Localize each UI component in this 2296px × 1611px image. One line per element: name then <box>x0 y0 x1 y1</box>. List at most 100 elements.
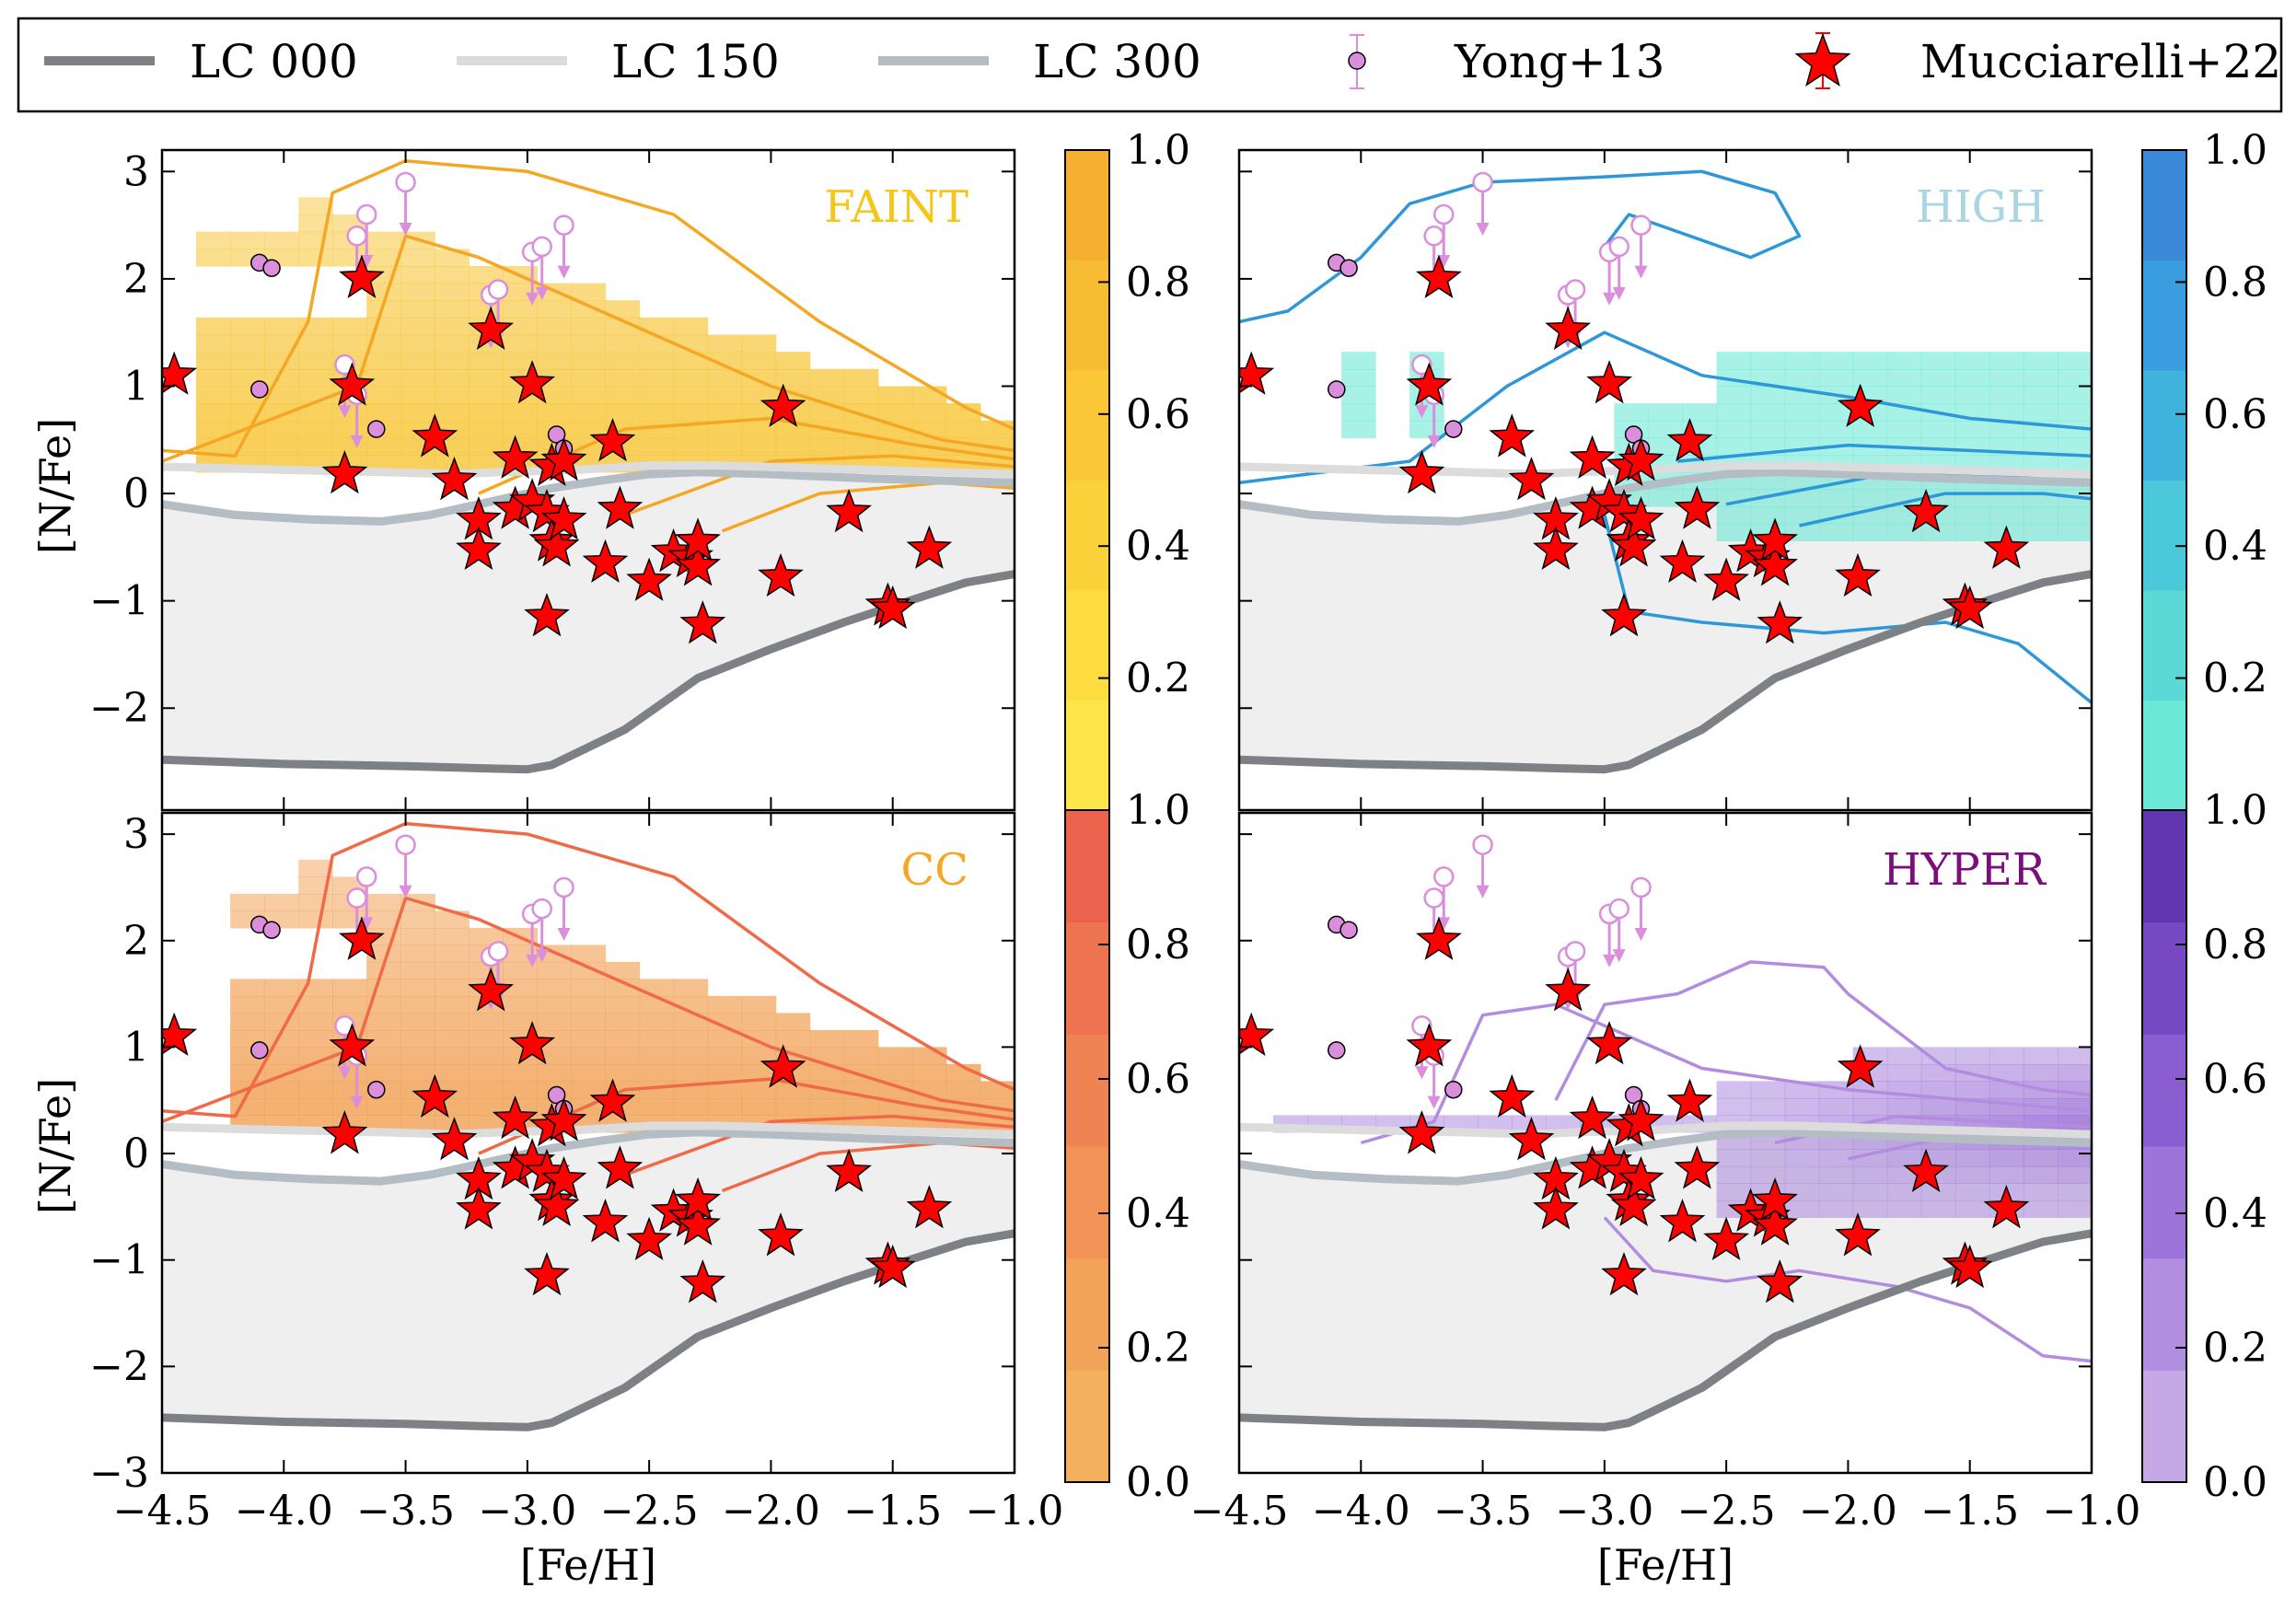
legend-mucc-label: Mucciarelli+22 <box>1920 35 2281 88</box>
mucciarelli-star <box>1239 351 1275 395</box>
density-cell <box>2058 1200 2092 1218</box>
y-tick-label: −1 <box>89 1237 149 1284</box>
density-cell <box>673 437 709 456</box>
yong-upper-limit <box>334 1015 355 1080</box>
colorbar-segment <box>2142 260 2186 371</box>
mucciarelli-star <box>1703 1216 1750 1261</box>
density-cell <box>1750 1097 1786 1116</box>
density-cell <box>400 352 435 370</box>
y-tick-label: −1 <box>89 578 149 625</box>
density-cell <box>707 420 743 439</box>
density-cell <box>332 979 367 997</box>
lc-shaded-region <box>1239 1131 2092 1428</box>
mucciarelli-star <box>329 1023 376 1067</box>
density-cell <box>298 1097 333 1116</box>
density-cell <box>1954 420 1990 439</box>
yong-point <box>262 259 281 277</box>
mucciarelli-star <box>1757 600 1803 644</box>
legend-lc150-label: LC 150 <box>611 35 780 88</box>
colorbar-cc: 0.0 0.2 0.4 0.6 0.8 1.0 <box>1064 787 1190 1506</box>
yong-upper-limit <box>355 866 377 931</box>
yong-upper-limit <box>553 876 574 941</box>
density-cell <box>1920 386 1956 404</box>
density-cell <box>1886 352 1922 370</box>
density-cell <box>366 1063 401 1082</box>
colorbar-segment <box>2142 810 2186 923</box>
density-cell <box>400 1013 435 1031</box>
yong-upper-limit <box>355 203 377 268</box>
density-cell <box>1852 523 1888 541</box>
mucciarelli-star <box>675 517 721 562</box>
mucciarelli-star <box>1983 525 2030 569</box>
density-cell <box>1852 420 1888 439</box>
mucciarelli-star <box>1659 539 1706 584</box>
density-contour <box>478 1077 1015 1155</box>
density-cell <box>1989 1149 2024 1167</box>
density-cell <box>264 352 299 370</box>
y-tick-label: 3 <box>123 148 149 195</box>
yong-upper-limit <box>531 236 552 300</box>
colorbar-tick-label: 0.6 <box>1126 391 1190 438</box>
density-cell <box>1989 386 2024 404</box>
density-cell <box>639 1097 675 1116</box>
density-cell <box>605 317 641 336</box>
density-cell <box>1920 1097 1956 1116</box>
density-cell <box>775 352 811 370</box>
density-cell <box>741 1047 777 1065</box>
density-cell <box>1784 1200 1820 1218</box>
density-cell <box>741 995 777 1014</box>
yong-upper-limit <box>1472 171 1493 236</box>
mucciarelli-star <box>492 435 539 479</box>
density-cell <box>537 961 572 979</box>
panel-high: HIGH <box>1237 148 2093 812</box>
colorbar-tick-label: 0.8 <box>2203 921 2267 968</box>
panel-frame <box>1237 811 2093 1475</box>
density-cell <box>673 1029 709 1048</box>
yong-upper-limit <box>531 898 552 963</box>
density-cell <box>469 352 504 370</box>
y-tick-label: 1 <box>123 363 149 410</box>
density-cell <box>707 1047 743 1065</box>
mucciarelli-star <box>412 413 458 458</box>
yong-upper-limit <box>553 214 574 279</box>
density-cell <box>1784 1165 1820 1184</box>
density-cell <box>264 368 299 388</box>
density-cell <box>741 1063 777 1082</box>
density-cell <box>605 352 641 370</box>
y-tick-label: 0 <box>123 470 149 517</box>
density-cell <box>741 403 777 422</box>
density-cell <box>1989 1097 2024 1116</box>
density-cell <box>1341 403 1376 422</box>
density-cell <box>469 961 504 979</box>
mucciarelli-star <box>492 1095 539 1140</box>
mucciarelli-star <box>1903 1148 1949 1193</box>
density-cell <box>230 995 265 1014</box>
density-cell <box>264 386 299 404</box>
density-cell <box>2058 368 2092 388</box>
yong-point <box>1339 259 1358 277</box>
mucciarelli-star <box>826 1148 872 1193</box>
density-cell <box>1784 1149 1820 1167</box>
density-cell <box>1920 1183 1956 1201</box>
legend-yong-label: Yong+13 <box>1454 35 1665 88</box>
yong-point <box>367 420 386 438</box>
density-cell <box>707 1081 743 1099</box>
density-cell <box>1818 1149 1854 1167</box>
density-cell <box>843 386 879 404</box>
density-cell <box>366 1047 401 1065</box>
colorbar-tick-label: 0.4 <box>1126 1190 1190 1237</box>
mucciarelli-star <box>758 1212 804 1257</box>
density-cell <box>264 893 299 911</box>
density-cell <box>1614 403 1649 422</box>
density-cell <box>537 317 572 336</box>
density-cell <box>707 995 743 1014</box>
density-cell <box>503 961 538 979</box>
density-cell <box>1954 1047 1990 1065</box>
density-cell <box>1852 1097 1888 1116</box>
density-cell <box>1750 1165 1786 1184</box>
mucciarelli-star <box>540 1097 587 1142</box>
density-cell <box>435 334 470 353</box>
density-cell <box>1954 1200 1990 1218</box>
density-cell <box>673 979 709 997</box>
density-cell <box>264 334 299 353</box>
